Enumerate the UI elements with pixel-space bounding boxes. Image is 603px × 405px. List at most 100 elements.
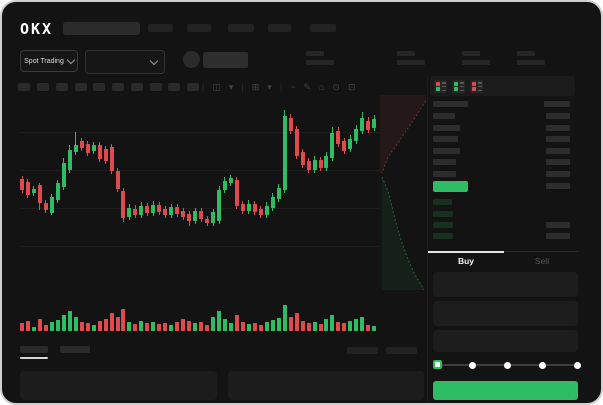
bottom-control-placeholder[interactable] bbox=[386, 347, 417, 354]
volume-bar bbox=[181, 319, 186, 331]
depth-chart bbox=[380, 95, 426, 290]
timeframe-placeholder[interactable] bbox=[93, 83, 105, 91]
nav-item-placeholder[interactable] bbox=[187, 24, 211, 32]
timeframe-placeholder[interactable] bbox=[18, 83, 30, 91]
nav-item-placeholder[interactable] bbox=[228, 24, 254, 32]
order-form-field[interactable] bbox=[433, 330, 578, 352]
timeframe-placeholder[interactable] bbox=[150, 83, 162, 91]
timeframe-placeholder[interactable] bbox=[56, 83, 68, 91]
orderbook-bid-amount bbox=[546, 222, 570, 228]
order-form-field[interactable] bbox=[433, 301, 578, 326]
volume-bar bbox=[348, 321, 353, 331]
timeframe-placeholder[interactable] bbox=[37, 83, 49, 91]
slider-handle-3[interactable] bbox=[538, 361, 546, 369]
volume-bar bbox=[270, 320, 275, 331]
orderbook-bid-row[interactable] bbox=[433, 233, 453, 239]
header-action-button[interactable] bbox=[203, 52, 248, 68]
volume-bar bbox=[330, 315, 335, 331]
volume-bar bbox=[151, 322, 156, 331]
candle bbox=[217, 190, 221, 221]
orderbook-bid-row[interactable] bbox=[433, 211, 453, 217]
orderbook-ask-row[interactable] bbox=[433, 113, 455, 119]
bottom-panel-placeholder bbox=[228, 371, 424, 400]
market-type-dropdown[interactable]: Spot Trading bbox=[20, 50, 78, 72]
timeframe-placeholder[interactable] bbox=[131, 83, 143, 91]
chevron-down-icon[interactable]: ▾ bbox=[267, 82, 272, 92]
orderbook-bid-row[interactable] bbox=[433, 222, 453, 228]
orderbook-layout-both-icon[interactable] bbox=[434, 80, 447, 93]
nav-item-placeholder[interactable] bbox=[268, 24, 291, 32]
orderbook-ask-row[interactable] bbox=[433, 101, 468, 107]
candle bbox=[145, 206, 150, 213]
chevron-down-icon[interactable]: ▾ bbox=[228, 82, 234, 92]
snapshot-icon[interactable]: ⌂ bbox=[318, 82, 325, 92]
fullscreen-icon[interactable]: ⊡ bbox=[347, 82, 356, 92]
pair-dropdown[interactable] bbox=[85, 50, 165, 74]
candle bbox=[366, 121, 371, 130]
stat-label-placeholder bbox=[462, 51, 480, 56]
chart-settings-icon[interactable]: ⊙ bbox=[332, 82, 340, 92]
indicators-icon[interactable]: ⊞ bbox=[251, 82, 260, 92]
gridline bbox=[20, 170, 380, 171]
okx-logo[interactable]: OKX bbox=[20, 20, 54, 38]
timeframe-placeholder[interactable] bbox=[187, 83, 199, 91]
orderbook-ask-row[interactable] bbox=[433, 159, 456, 165]
search-box[interactable] bbox=[63, 22, 140, 35]
slider-handle-4[interactable] bbox=[573, 361, 581, 369]
candle bbox=[360, 118, 365, 131]
volume-bar bbox=[246, 324, 251, 331]
slider-handle-0[interactable] bbox=[433, 360, 442, 369]
orderbook-ask-amount bbox=[546, 171, 570, 177]
tab-sell[interactable]: Sell bbox=[534, 256, 550, 266]
volume-bar bbox=[97, 321, 102, 331]
orderbook-toolbar bbox=[430, 76, 575, 96]
orderbook-last-price[interactable] bbox=[433, 181, 468, 192]
timeframe-placeholder[interactable] bbox=[168, 83, 180, 91]
candle bbox=[91, 145, 96, 151]
divider: | bbox=[279, 82, 283, 92]
bottom-control-placeholder[interactable] bbox=[347, 347, 378, 354]
orderbook-bid-row[interactable] bbox=[433, 199, 452, 205]
candle-wick bbox=[75, 132, 77, 155]
candle bbox=[324, 156, 329, 168]
buy-submit-button[interactable] bbox=[433, 381, 578, 400]
orderbook-ask-row[interactable] bbox=[433, 136, 458, 142]
volume-bar bbox=[366, 325, 371, 331]
candle bbox=[228, 178, 233, 183]
candle-style-icon[interactable]: ◫ bbox=[212, 82, 221, 92]
orderbook-ask-row[interactable] bbox=[433, 171, 456, 177]
candle bbox=[49, 197, 54, 213]
order-form-field[interactable] bbox=[433, 272, 578, 297]
nav-item-placeholder[interactable] bbox=[148, 24, 173, 32]
volume-bar bbox=[79, 322, 84, 331]
volume-bar bbox=[252, 323, 257, 331]
candle bbox=[181, 211, 186, 217]
candle bbox=[193, 211, 198, 221]
candle bbox=[151, 205, 156, 213]
tab-buy[interactable]: Buy bbox=[457, 256, 475, 266]
candle bbox=[252, 204, 257, 212]
draw-tool-icon[interactable]: ✎ bbox=[303, 82, 311, 92]
bottom-tab-placeholder[interactable] bbox=[20, 346, 48, 353]
volume-bar bbox=[157, 324, 162, 331]
volume-bar bbox=[127, 322, 132, 331]
stat-value-placeholder bbox=[517, 60, 545, 65]
timeframe-placeholder[interactable] bbox=[112, 83, 124, 91]
orderbook-layout-asks-icon[interactable] bbox=[470, 80, 483, 93]
orderbook-layout-bids-icon[interactable] bbox=[452, 80, 465, 93]
slider-handle-1[interactable] bbox=[468, 361, 476, 369]
volume-bar bbox=[205, 325, 210, 331]
line-tool-icon[interactable]: ~ bbox=[290, 82, 296, 92]
volume-bar bbox=[354, 319, 359, 331]
volume-bar bbox=[336, 322, 341, 331]
volume-bar bbox=[25, 321, 30, 331]
slider-handle-2[interactable] bbox=[503, 361, 511, 369]
volume-bar bbox=[169, 325, 174, 331]
bottom-tab-placeholder[interactable] bbox=[60, 346, 90, 353]
orderbook-ask-row[interactable] bbox=[433, 148, 460, 154]
nav-item-placeholder[interactable] bbox=[310, 24, 336, 32]
volume-bar bbox=[31, 327, 36, 331]
orderbook-ask-row[interactable] bbox=[433, 125, 460, 131]
timeframe-placeholder[interactable] bbox=[75, 83, 87, 91]
